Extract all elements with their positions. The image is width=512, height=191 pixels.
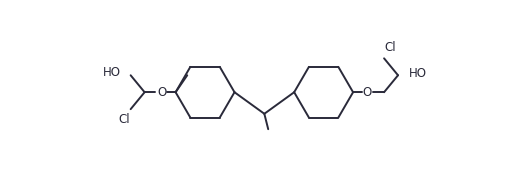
Text: HO: HO: [103, 66, 121, 79]
Text: O: O: [362, 86, 372, 99]
Text: HO: HO: [409, 67, 427, 80]
Text: O: O: [157, 86, 166, 99]
Text: Cl: Cl: [385, 41, 396, 54]
Text: Cl: Cl: [119, 113, 130, 126]
